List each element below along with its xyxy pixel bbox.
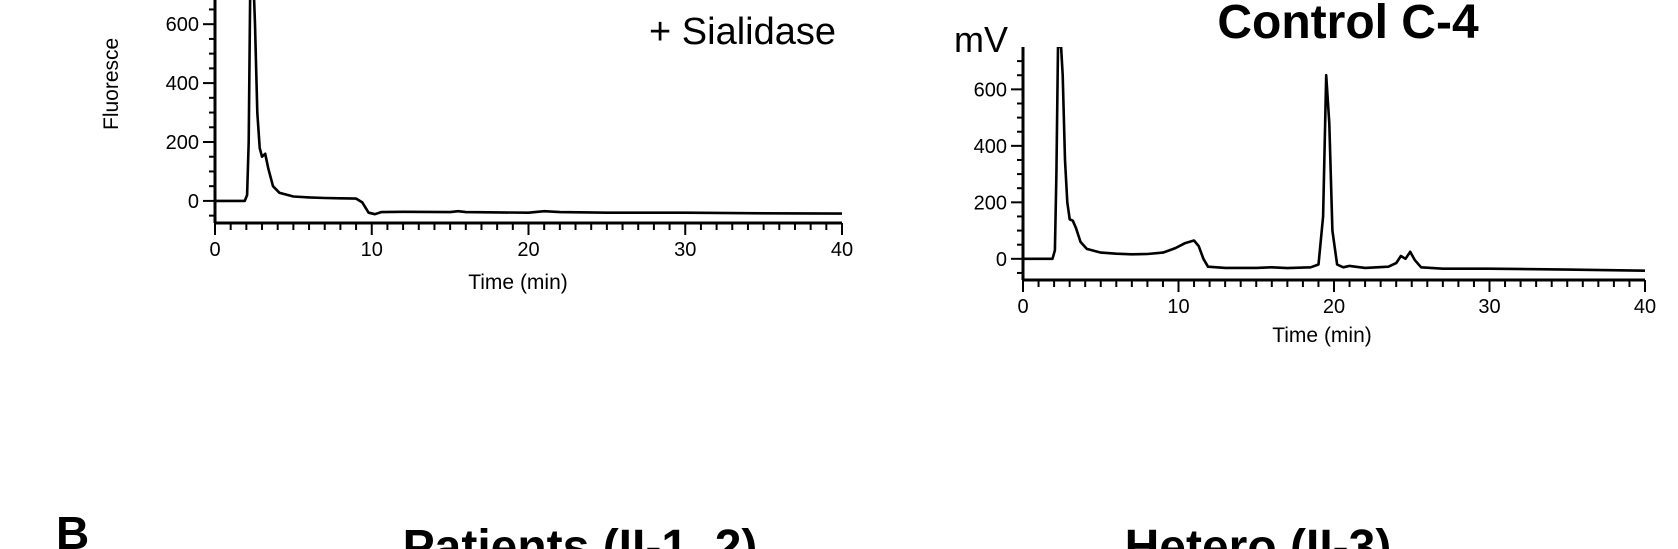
panel-b-title-left: Patients (II-1, 2) [403,521,758,549]
x-tick-label: 10 [1167,296,1189,318]
x-tick-labels: 0 10 20 30 40 [1017,296,1656,318]
series-line [1023,47,1646,272]
y-tick-label: 200 [166,132,199,154]
x-tick-label: 40 [1634,296,1656,318]
x-tick-label: 10 [361,239,383,261]
series-line [215,0,843,216]
y-tick-label: 600 [974,79,1007,101]
y-tick-label: 600 [166,14,199,36]
x-tick-label: 30 [674,239,696,261]
y-tick-label: 200 [974,192,1007,214]
y-tick-labels: 0 200 400 600 [166,14,199,213]
y-tick-label: 400 [974,136,1007,158]
y-axis-title: Fluoresce [100,38,123,130]
panel-letter: B [56,507,89,549]
x-tick-label: 20 [1323,296,1345,318]
x-tick-label: 0 [209,239,220,261]
chromatogram-control-c4: 0 10 20 30 40 0 200 400 600 Time (min) Control … [954,0,1656,347]
y-tick-label: 0 [188,191,199,213]
panel-b-header: B Patients (II-1, 2) Hetero (II-3) [56,507,1391,549]
x-tick-label: 20 [517,239,539,261]
x-axis-title: Time (min) [468,271,568,294]
y-tick-label: 400 [166,73,199,95]
x-tick-label: 0 [1017,296,1028,318]
y-tick-label: 0 [996,249,1007,271]
x-tick-label: 40 [831,239,853,261]
x-tick-labels: 0 10 20 30 40 [209,239,853,261]
y-unit-label: mV [954,19,1008,60]
x-tick-label: 30 [1478,296,1500,318]
chart-annotation: + Sialidase [649,11,836,53]
x-axis-title: Time (min) [1272,324,1372,347]
panel-b-title-right: Hetero (II-3) [1125,521,1392,549]
chart-title: Control C-4 [1217,0,1479,49]
y-tick-labels: 0 200 400 600 [974,79,1007,270]
chromatogram-sialidase: 0 10 20 30 40 0 200 400 600 Time (min) Fluoresc… [100,0,853,294]
